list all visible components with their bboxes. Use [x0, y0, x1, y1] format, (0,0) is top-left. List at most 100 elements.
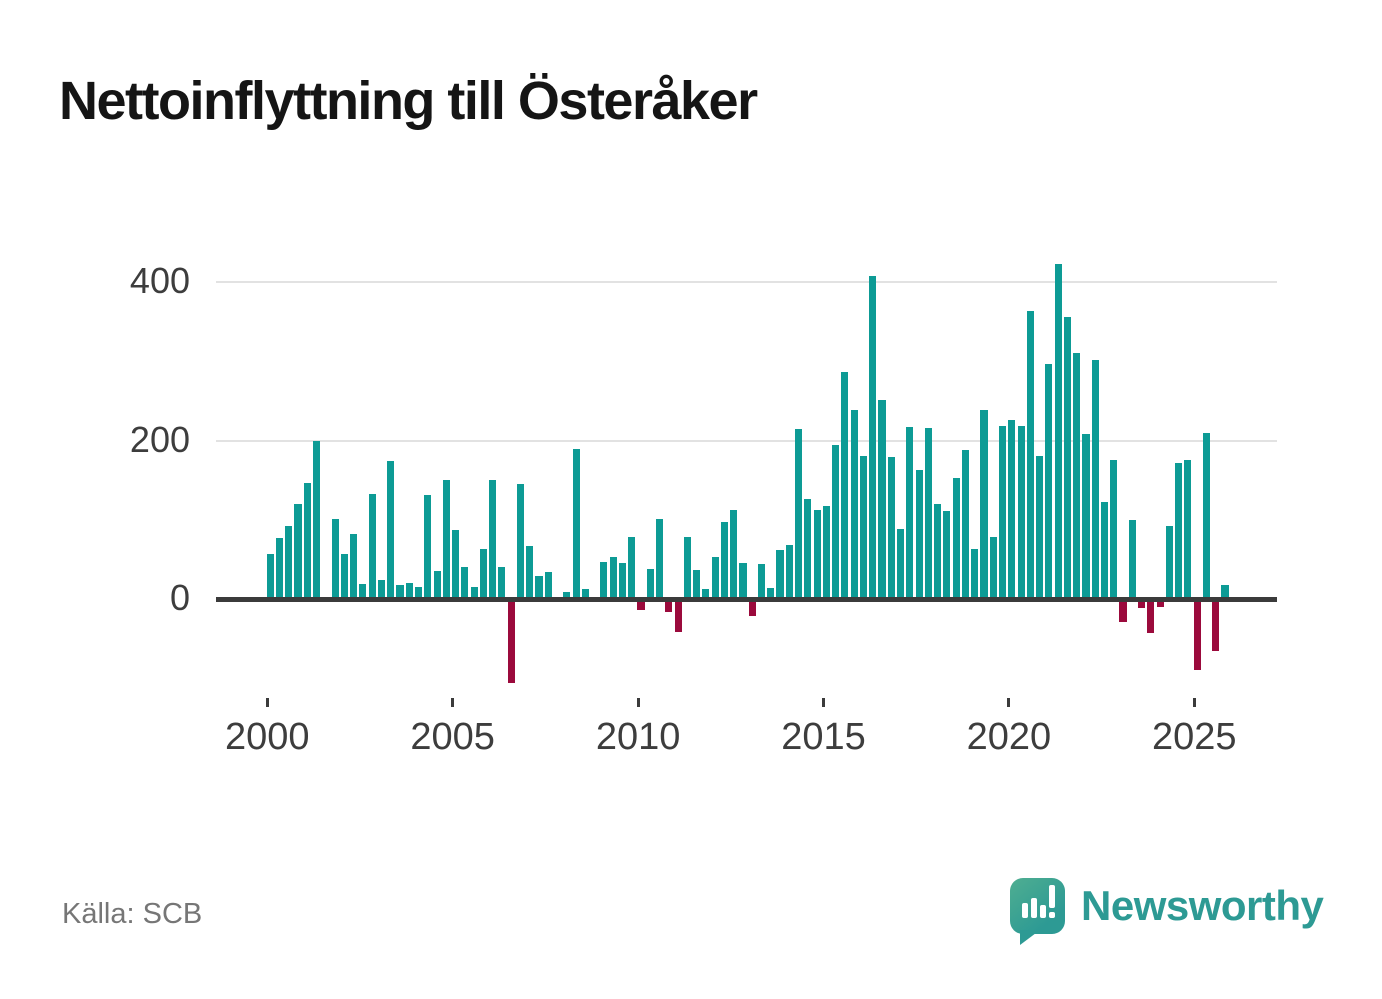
x-axis-label-2000: 2000 [225, 716, 310, 758]
bar-2015Q2 [832, 445, 840, 600]
bar-2018Q4 [961, 450, 970, 600]
bar-2001Q2 [312, 440, 321, 600]
bar-2007Q1 [526, 546, 534, 600]
bar-2024Q1 [1156, 599, 1164, 608]
bar-2003Q1 [377, 580, 385, 600]
bar-2013Q3 [767, 588, 775, 600]
logo-bar-icon [1022, 903, 1028, 918]
bar-2005Q2 [461, 566, 469, 600]
bar-2020Q1 [1008, 420, 1016, 600]
bar-2019Q4 [998, 425, 1007, 600]
bar-2002Q2 [350, 534, 358, 600]
brand-logo: Newsworthy [1010, 878, 1324, 945]
bar-2007Q3 [544, 571, 552, 600]
bar-2000Q3 [285, 525, 293, 600]
bar-2014Q2 [795, 428, 803, 600]
logo-exclamation-icon [1049, 885, 1055, 908]
bar-2023Q2 [1128, 519, 1136, 600]
bar-2018Q2 [943, 511, 951, 600]
gridline-400 [216, 280, 1277, 283]
bar-2019Q3 [989, 536, 997, 600]
x-axis-label-2010: 2010 [595, 716, 681, 758]
x-axis-tick-2000 [265, 698, 269, 707]
bar-2006Q4 [516, 484, 525, 600]
y-axis-label-200: 200 [129, 418, 190, 460]
bar-2011Q2 [683, 537, 691, 600]
x-axis-tick-2005 [451, 698, 455, 707]
bar-2016Q4 [887, 457, 895, 600]
bar-2023Q4 [1147, 599, 1155, 634]
bar-2009Q2 [609, 557, 617, 600]
bar-2004Q3 [433, 570, 441, 600]
x-axis-label-2005: 2005 [410, 716, 495, 758]
bar-2019Q2 [980, 409, 988, 600]
bar-2010Q2 [646, 569, 654, 600]
y-axis-label-400: 400 [129, 259, 190, 301]
bar-2008Q2 [572, 449, 580, 600]
bar-2016Q1 [859, 455, 868, 600]
bar-2008Q3 [581, 589, 589, 600]
bar-2021Q2 [1054, 263, 1062, 600]
bar-2020Q3 [1026, 311, 1034, 600]
bar-2007Q2 [535, 575, 543, 600]
bar-2024Q4 [1184, 459, 1192, 600]
bar-2013Q4 [776, 550, 784, 600]
x-axis-tick-2020 [1007, 698, 1011, 707]
bar-2017Q1 [897, 528, 905, 600]
bar-2004Q2 [424, 494, 432, 600]
bar-2002Q1 [340, 554, 348, 600]
bar-2022Q4 [1110, 460, 1118, 600]
bar-2003Q3 [396, 585, 404, 600]
bar-2024Q2 [1165, 526, 1173, 600]
x-axis-tick-2010 [636, 698, 640, 707]
bar-2005Q3 [470, 587, 478, 600]
bar-2014Q4 [813, 509, 821, 600]
bar-2015Q1 [822, 505, 830, 600]
bar-2010Q1 [637, 599, 645, 610]
bar-2008Q1 [563, 592, 571, 600]
bar-2013Q2 [757, 563, 766, 600]
bar-2014Q1 [785, 544, 793, 600]
bar-2018Q3 [952, 477, 960, 600]
x-axis-tick-2025 [1192, 698, 1196, 707]
bar-2001Q4 [331, 519, 339, 600]
bar-2003Q2 [387, 461, 395, 600]
bar-2021Q3 [1063, 316, 1071, 600]
bar-2017Q2 [906, 427, 914, 600]
bar-2024Q3 [1175, 462, 1183, 600]
bar-2009Q4 [628, 537, 636, 600]
x-axis-tick-2015 [822, 698, 825, 707]
bar-2011Q4 [702, 589, 710, 600]
x-axis-line [216, 596, 1277, 602]
logo-bar-icon [1031, 898, 1037, 918]
bar-2021Q4 [1073, 353, 1081, 600]
bar-2019Q1 [971, 548, 979, 600]
bar-2012Q4 [739, 562, 747, 600]
bar-2015Q3 [841, 372, 849, 600]
x-axis-label-2025: 2025 [1152, 716, 1237, 758]
x-axis-label-2015: 2015 [781, 716, 866, 758]
bar-2023Q1 [1119, 599, 1127, 623]
source-label: Källa: SCB [62, 898, 203, 930]
bar-2025Q4 [1221, 585, 1229, 600]
bar-2010Q4 [665, 599, 673, 612]
bar-2022Q3 [1100, 501, 1109, 600]
bar-2022Q2 [1091, 359, 1099, 600]
bar-2015Q4 [850, 409, 858, 600]
bar-2023Q3 [1138, 599, 1146, 608]
newsworthy-icon [1010, 878, 1065, 945]
speech-bubble-tail [1020, 930, 1040, 945]
bar-2022Q1 [1082, 433, 1090, 600]
bar-2025Q1 [1193, 599, 1201, 670]
gridline-200 [216, 439, 1277, 442]
bar-2009Q1 [600, 562, 608, 600]
bar-2010Q3 [655, 519, 664, 600]
bar-2002Q3 [359, 584, 367, 600]
bar-2002Q4 [368, 493, 376, 600]
bar-2013Q1 [748, 599, 756, 616]
bar-2016Q3 [878, 400, 886, 600]
bar-2025Q2 [1202, 432, 1211, 600]
bar-2005Q1 [452, 530, 460, 600]
bar-2016Q2 [869, 275, 877, 600]
